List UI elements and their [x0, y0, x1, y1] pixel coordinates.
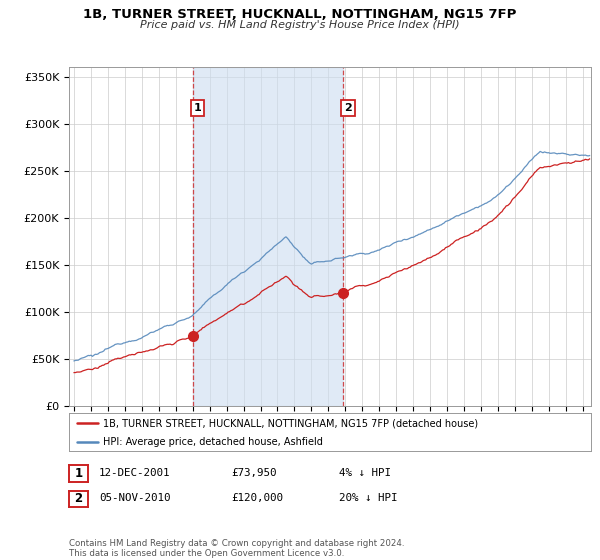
Text: Price paid vs. HM Land Registry's House Price Index (HPI): Price paid vs. HM Land Registry's House … — [140, 20, 460, 30]
Text: 2: 2 — [74, 492, 83, 506]
Text: 20% ↓ HPI: 20% ↓ HPI — [339, 493, 397, 503]
Text: £120,000: £120,000 — [231, 493, 283, 503]
Text: 1: 1 — [194, 103, 202, 113]
Text: 05-NOV-2010: 05-NOV-2010 — [99, 493, 170, 503]
Text: £73,950: £73,950 — [231, 468, 277, 478]
Text: HPI: Average price, detached house, Ashfield: HPI: Average price, detached house, Ashf… — [103, 437, 323, 447]
Bar — [193, 67, 343, 406]
Text: 1: 1 — [74, 467, 83, 480]
Text: 12-DEC-2001: 12-DEC-2001 — [99, 468, 170, 478]
Text: 2: 2 — [344, 103, 352, 113]
Text: 4% ↓ HPI: 4% ↓ HPI — [339, 468, 391, 478]
Text: Contains HM Land Registry data © Crown copyright and database right 2024.
This d: Contains HM Land Registry data © Crown c… — [69, 539, 404, 558]
Text: 1B, TURNER STREET, HUCKNALL, NOTTINGHAM, NG15 7FP: 1B, TURNER STREET, HUCKNALL, NOTTINGHAM,… — [83, 8, 517, 21]
Text: 1B, TURNER STREET, HUCKNALL, NOTTINGHAM, NG15 7FP (detached house): 1B, TURNER STREET, HUCKNALL, NOTTINGHAM,… — [103, 418, 478, 428]
